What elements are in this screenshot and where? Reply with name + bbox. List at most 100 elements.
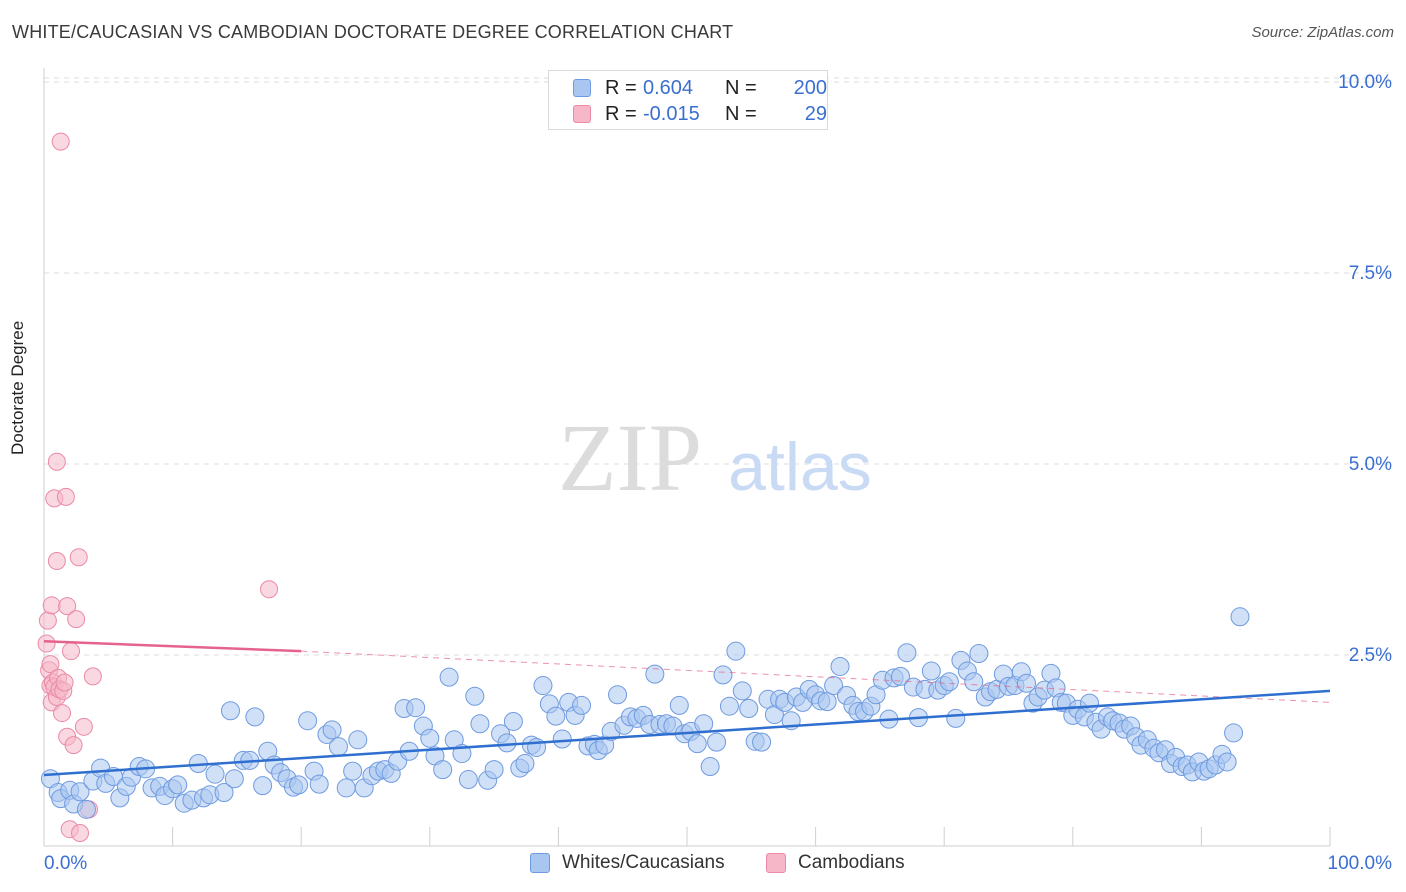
white-point (969, 643, 989, 663)
chart-title: WHITE/CAUCASIAN VS CAMBODIAN DOCTORATE D… (12, 22, 734, 42)
white-point (939, 672, 959, 692)
cambodian-point (74, 717, 93, 736)
y-tick-label: 2.5% (1349, 645, 1392, 666)
white-point (433, 760, 453, 780)
x-tick-label-start: 0.0% (44, 853, 87, 874)
legend-r-value-cambodians: -0.015 (643, 103, 700, 125)
white-point (700, 757, 720, 777)
white-point (1080, 693, 1100, 713)
axes (43, 68, 1331, 847)
white-point (732, 681, 752, 701)
cambodian-point (69, 548, 88, 567)
cambodian-point (37, 634, 56, 653)
white-point (707, 732, 727, 752)
white-point (719, 696, 739, 716)
white-point (546, 706, 566, 726)
white-point (669, 695, 689, 715)
cambodian-point (67, 610, 86, 629)
y-tick-label: 5.0% (1349, 454, 1392, 475)
white-point (752, 732, 772, 752)
bottom-legend-label-whites: Whites/Caucasians (562, 852, 725, 873)
whites-points (40, 607, 1250, 819)
cambodian-point (55, 673, 74, 692)
white-point (205, 764, 225, 784)
cambodian-point (83, 667, 102, 686)
white-trend-line (43, 689, 1331, 777)
cambodian-point (260, 580, 279, 599)
white-point (921, 661, 941, 681)
white-point (687, 734, 707, 754)
white-point (70, 782, 90, 802)
legend-swatch-cambodians (573, 105, 591, 123)
legend-n-value-cambodians: 29 (804, 103, 827, 125)
cambodian-point (58, 597, 77, 616)
cambodian-point (47, 452, 66, 471)
white-point (739, 698, 759, 718)
white-point (533, 676, 553, 696)
legend-r-value-whites: 0.604 (643, 77, 694, 99)
cambodian-point (56, 487, 75, 506)
white-point (322, 720, 342, 740)
cambodian-point (38, 611, 57, 630)
legend-n-label: N = (725, 103, 757, 125)
white-point (298, 711, 318, 731)
cambodian-point (51, 132, 70, 151)
white-point (245, 707, 265, 727)
bottom-legend-swatch-cambodians (766, 853, 786, 873)
y-tick-label: 7.5% (1349, 263, 1392, 284)
bottom-legend-swatch-whites (530, 853, 550, 873)
white-point (220, 701, 240, 721)
legend-r-label: R = (605, 103, 637, 125)
white-point (572, 695, 592, 715)
x-tick-label-end: 100.0% (1328, 853, 1393, 874)
white-point (897, 643, 917, 663)
white-point (224, 769, 244, 789)
white-point (336, 778, 356, 798)
white-point (465, 686, 485, 706)
white-point (214, 783, 234, 803)
legend-n-label: N = (725, 77, 757, 99)
white-point (420, 728, 440, 748)
tick-labels: 2.5% 5.0% 7.5% 10.0% 0.0% 100.0% (44, 72, 1392, 874)
y-tick-label: 10.0% (1338, 72, 1392, 93)
white-point (645, 664, 665, 684)
white-point (552, 729, 572, 749)
white-point (328, 737, 348, 757)
watermark: ZIP atlas (558, 404, 872, 511)
trend-lines (43, 639, 1331, 777)
white-point (406, 698, 426, 718)
cambodian-point (47, 552, 66, 571)
white-point (289, 775, 309, 795)
white-point (817, 692, 837, 712)
cambodian-point (71, 824, 90, 843)
white-point (168, 775, 188, 795)
cambodian-point (62, 642, 81, 661)
watermark-atlas: atlas (728, 429, 872, 505)
white-point (343, 761, 363, 781)
white-point (1217, 752, 1237, 772)
white-point (309, 774, 329, 794)
legend-r-label: R = (605, 77, 637, 99)
white-point (830, 656, 850, 676)
white-point (946, 708, 966, 728)
cambodian-point (42, 596, 61, 615)
cambodian-point (41, 655, 60, 674)
cambodian-trend-extension (301, 650, 1331, 703)
white-point (503, 711, 523, 731)
white-point (824, 676, 844, 696)
white-point (1230, 607, 1250, 627)
white-point (694, 714, 714, 734)
white-point (458, 770, 478, 790)
chart-source: Source: ZipAtlas.com (1251, 24, 1394, 41)
white-point (439, 667, 459, 687)
white-point (76, 799, 96, 819)
white-point (253, 776, 273, 796)
correlation-legend: R = 0.604 N = 200 R = -0.015 N = 29 (548, 70, 828, 130)
white-point (470, 714, 490, 734)
white-point (348, 730, 368, 750)
white-point (484, 760, 504, 780)
white-point (964, 672, 984, 692)
white-point (713, 665, 733, 685)
white-point (515, 753, 535, 773)
